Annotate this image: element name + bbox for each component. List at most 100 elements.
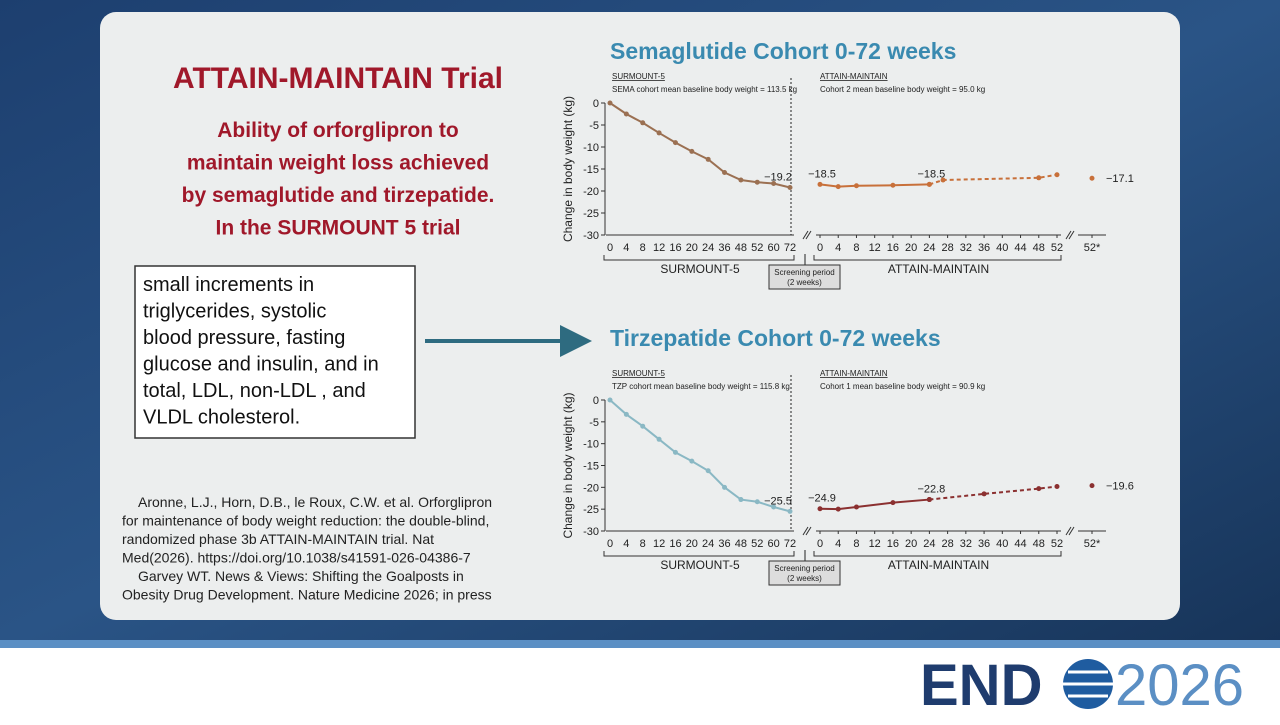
panel-subheader: Cohort 1 mean baseline body weight = 90.… [820, 382, 985, 391]
y-axis-label: Change in body weight (kg) [561, 96, 575, 242]
y-tick-label: -5 [589, 417, 599, 429]
value-label: −18.5 [917, 168, 945, 180]
value-label: −19.2 [764, 171, 792, 183]
x-tick-label: 24 [923, 242, 935, 254]
box-line: triglycerides, systolic [143, 301, 326, 323]
data-point [607, 397, 613, 403]
panel-header: SURMOUNT-5 [612, 72, 665, 81]
subtitle-line: In the SURMOUNT 5 trial [215, 217, 460, 240]
y-tick-label: -10 [583, 142, 599, 154]
x-tick-label: 36 [978, 538, 990, 550]
x-tick-label: 48 [1033, 242, 1045, 254]
x-tick-label: 4 [835, 242, 841, 254]
x-tick-label: 0 [817, 242, 823, 254]
x-tick-label: 0 [817, 538, 823, 550]
x-tick-label: 36 [718, 538, 730, 550]
x-tick-label: 12 [869, 242, 881, 254]
x-tick-label: 52* [1084, 538, 1101, 550]
box-line: blood pressure, fasting [143, 327, 345, 349]
x-tick-label: 4 [623, 242, 629, 254]
x-tick-label: 40 [996, 242, 1008, 254]
x-tick-label: 12 [869, 538, 881, 550]
data-point [940, 177, 946, 183]
x-tick-label: 52 [1051, 242, 1063, 254]
data-point [754, 499, 760, 505]
logo-text: 2026 [1115, 653, 1244, 718]
x-tick-label: 48 [1033, 538, 1045, 550]
y-tick-label: -30 [583, 230, 599, 242]
data-point [1054, 172, 1060, 178]
citation-line: randomized phase 3b ATTAIN-MAINTAIN tria… [122, 531, 434, 547]
x-tick-label: 60 [768, 242, 780, 254]
x-tick-label: 60 [768, 538, 780, 550]
data-point [853, 183, 859, 189]
data-point [771, 181, 777, 187]
panel-subheader: Cohort 2 mean baseline body weight = 95.… [820, 85, 985, 94]
citation-line: Med(2026). https://doi.org/10.1038/s4159… [122, 550, 471, 566]
note-box [768, 264, 841, 290]
value-label: −17.1 [1106, 173, 1134, 185]
x-tick-label: 0 [607, 242, 613, 254]
text-box [134, 265, 416, 439]
x-tick-label: 8 [853, 242, 859, 254]
x-tick-label: 12 [653, 242, 665, 254]
slide-title: ATTAIN-MAINTAIN Trial [173, 62, 503, 95]
data-point [1054, 483, 1060, 489]
data-point [738, 497, 744, 503]
y-tick-label: -25 [583, 208, 599, 220]
value-label: −24.9 [808, 493, 836, 505]
stripe [0, 640, 1280, 648]
axis-break [1065, 230, 1075, 240]
series-line [609, 102, 791, 189]
x-tick-label: 32 [960, 242, 972, 254]
x-tick-label: 16 [887, 242, 899, 254]
data-point [890, 500, 896, 506]
value-label: −18.5 [808, 168, 836, 180]
data-point [656, 436, 662, 442]
data-point [623, 111, 629, 117]
x-tick-label: 8 [640, 538, 646, 550]
chart-title: Semaglutide Cohort 0-72 weeks [610, 38, 956, 64]
data-point [640, 423, 646, 429]
x-tick-label: 24 [702, 242, 714, 254]
x-tick-label: 48 [735, 538, 747, 550]
citation-line: Obesity Drug Development. Nature Medicin… [122, 587, 492, 603]
x-tick-label: 72 [784, 538, 796, 550]
citation-line: for maintenance of body weight reduction… [122, 513, 489, 529]
x-tick-label: 8 [853, 538, 859, 550]
data-point [705, 156, 711, 162]
data-point [1036, 486, 1042, 492]
group-label: ATTAIN-MAINTAIN [888, 558, 989, 572]
y-tick-label: -20 [583, 482, 599, 494]
brace [813, 255, 1062, 261]
panel-header: SURMOUNT-5 [612, 369, 665, 378]
data-point [787, 508, 793, 514]
x-tick-label: 16 [887, 538, 899, 550]
data-point [771, 504, 777, 510]
logo-globe-lines [1063, 670, 1113, 698]
data-point [926, 181, 932, 187]
x-tick-label: 52* [1084, 242, 1101, 254]
x-tick-label: 52 [1051, 538, 1063, 550]
x-tick-label: 0 [607, 538, 613, 550]
logo: END 2026 [920, 653, 1244, 718]
note-line: (2 weeks) [787, 574, 822, 583]
x-tick-label: 20 [686, 242, 698, 254]
x-tick-label: 52 [751, 242, 763, 254]
y-tick-label: -20 [583, 186, 599, 198]
x-tick-label: 24 [923, 538, 935, 550]
subtitle-line: maintain weight loss achieved [187, 152, 489, 175]
series-line [609, 399, 791, 513]
data-point [817, 506, 823, 512]
data-point [754, 179, 760, 185]
data-point [607, 100, 613, 106]
group-label: ATTAIN-MAINTAIN [888, 262, 989, 276]
data-point [722, 484, 728, 490]
data-point [926, 497, 932, 503]
brace [603, 551, 795, 557]
value-label: −19.6 [1106, 481, 1134, 493]
panel-header: ATTAIN-MAINTAIN [820, 369, 888, 378]
panel-subheader: SEMA cohort mean baseline body weight = … [612, 85, 797, 94]
